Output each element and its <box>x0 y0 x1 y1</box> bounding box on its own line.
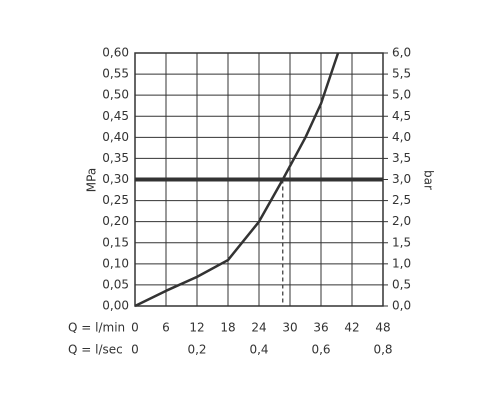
y2-tick-label: 2,5 <box>392 193 411 207</box>
y2-tick-label: 5,0 <box>392 88 411 102</box>
y-tick-label: 0,50 <box>102 88 129 102</box>
y2-tick-label: 3,0 <box>392 172 411 186</box>
y-tick-label: 0,05 <box>102 277 129 291</box>
y2-tick-label: 4,5 <box>392 109 411 123</box>
x2-tick-label: 0,6 <box>311 343 330 357</box>
curve <box>134 52 340 308</box>
y-tick-label: 0,10 <box>102 256 129 270</box>
y-tick-label: 0,40 <box>102 130 129 144</box>
y2-tick-label: 4,0 <box>392 130 411 144</box>
x-tick-label: 0 <box>131 321 139 335</box>
y-tick-label: 0,20 <box>102 214 129 228</box>
x-tick-label: 6 <box>162 321 170 335</box>
x-tick-label: 42 <box>344 321 359 335</box>
y2-tick-label: 6,0 <box>392 46 411 60</box>
x-tick-label: 48 <box>375 321 390 335</box>
x2-tick-label: 0,8 <box>373 343 392 357</box>
y-tick-label: 0,00 <box>102 299 129 313</box>
y-tick-label: 0,55 <box>102 67 129 81</box>
y2-tick-label: 5,5 <box>392 67 411 81</box>
y-tick-label: 0,15 <box>102 235 129 249</box>
y2-tick-label: 3,5 <box>392 151 411 165</box>
y-axis-label: MPa <box>85 168 99 192</box>
x2-axis-label: Q = l/sec <box>68 343 123 357</box>
y-tick-label: 0,35 <box>102 151 129 165</box>
x-tick-label: 24 <box>251 321 266 335</box>
y-tick-label: 0,25 <box>102 193 129 207</box>
y2-axis-label: bar <box>422 170 436 190</box>
y-tick-label: 0,30 <box>102 172 129 186</box>
y-tick-label: 0,45 <box>102 109 129 123</box>
y-tick-label: 0,60 <box>102 46 129 60</box>
x-tick-label: 18 <box>220 321 235 335</box>
x-tick-label: 30 <box>282 321 297 335</box>
x2-tick-label: 0,2 <box>187 343 206 357</box>
y2-tick-label: 2,0 <box>392 214 411 228</box>
y2-tick-label: 1,0 <box>392 256 411 270</box>
x-tick-label: 36 <box>313 321 328 335</box>
x2-tick-label: 0 <box>131 343 139 357</box>
x-axis-label: Q = l/min <box>68 321 125 335</box>
x2-tick-label: 0,4 <box>249 343 268 357</box>
y2-tick-label: 1,5 <box>392 235 411 249</box>
y2-tick-label: 0,0 <box>392 299 411 313</box>
y2-tick-label: 0,5 <box>392 277 411 291</box>
x-tick-label: 12 <box>189 321 204 335</box>
